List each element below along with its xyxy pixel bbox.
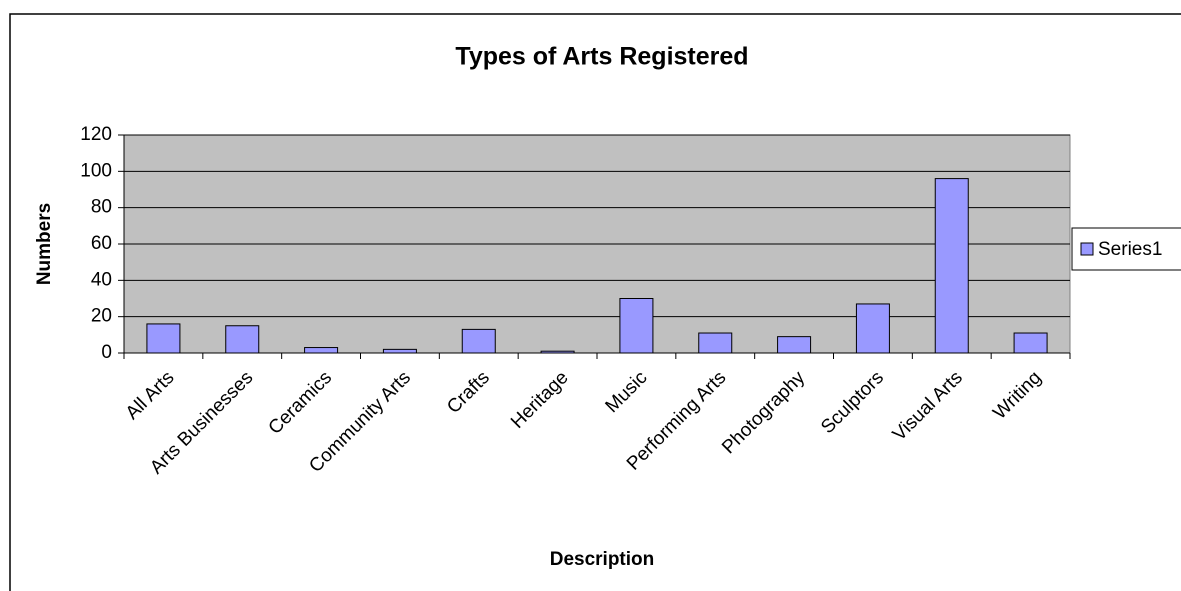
y-tick-label: 40 xyxy=(91,269,112,290)
bar xyxy=(461,328,496,354)
bar xyxy=(1013,332,1048,354)
y-tick-label: 100 xyxy=(80,160,112,181)
y-tick-label: 80 xyxy=(91,197,112,218)
chart-title: Types of Arts Registered xyxy=(455,43,748,71)
bar xyxy=(855,303,890,354)
bar xyxy=(382,348,417,354)
bar xyxy=(304,347,339,354)
y-tick-label: 20 xyxy=(91,306,112,327)
bar xyxy=(146,323,181,354)
y-axis-label: Numbers xyxy=(34,203,55,285)
bar xyxy=(619,298,654,354)
y-tick-label: 120 xyxy=(80,124,112,145)
y-tick-label: 0 xyxy=(101,342,112,363)
bar xyxy=(698,332,733,354)
legend-swatch xyxy=(1080,242,1094,256)
bar xyxy=(540,350,575,354)
bar xyxy=(777,336,812,354)
legend-label: Series1 xyxy=(1098,239,1162,260)
bar xyxy=(934,178,969,354)
bar xyxy=(225,325,260,354)
y-tick-label: 60 xyxy=(91,233,112,254)
x-axis-label: Description xyxy=(550,549,655,570)
